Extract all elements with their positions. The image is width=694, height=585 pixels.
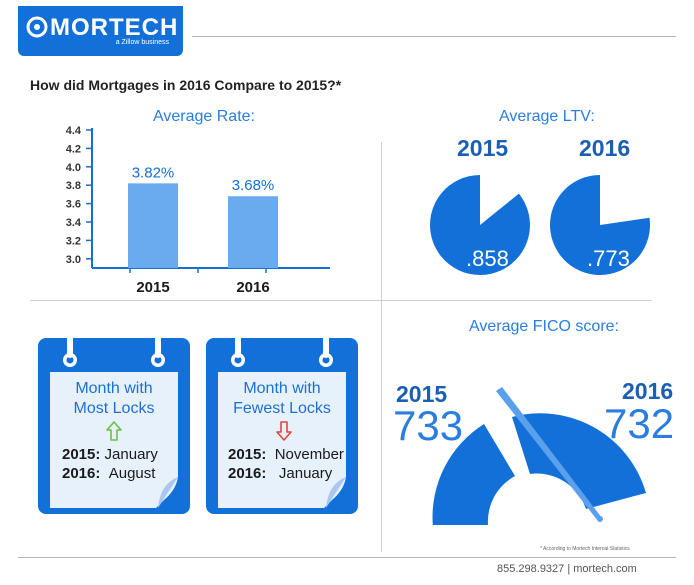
gauge-needle: [496, 387, 602, 521]
up-arrow-icon: [106, 421, 122, 441]
y-tick-label: 4.0: [66, 162, 81, 174]
horizontal-divider: [30, 300, 652, 301]
y-tick-label: 4.4: [66, 125, 82, 137]
cal2-title-line2: Fewest Locks: [233, 400, 331, 417]
calendar-ring-right-icon: [319, 324, 333, 367]
footer-contact: 855.298.9327 | mortech.com: [497, 563, 637, 575]
fico-value-2016: 732: [604, 400, 675, 447]
cal1-row1: 2015: January: [62, 446, 158, 463]
cal1-title-line2: Most Locks: [73, 400, 155, 417]
rate-chart-title: Average Rate:: [153, 108, 255, 125]
x-category-label: 2015: [136, 279, 169, 296]
mortech-logo: MORTECH a Zillow business: [18, 6, 183, 56]
fico-title: Average FICO score:: [469, 318, 619, 335]
gauge-left-segment: [432, 424, 515, 525]
ltv-year-2015: 2015: [457, 135, 509, 161]
y-tick-label: 3.6: [66, 199, 81, 211]
bar-value-label: 3.68%: [232, 177, 275, 194]
bar-value-label: 3.82%: [132, 164, 175, 181]
ltv-pie-charts: [429, 175, 651, 275]
vertical-divider: [381, 142, 382, 552]
header-rule: [192, 36, 676, 37]
cal1-row2: 2016: August: [62, 465, 156, 482]
y-tick-label: 3.0: [66, 254, 81, 266]
ltv-value-2016: .773: [587, 246, 630, 271]
ltv-pie-2015: [429, 175, 530, 275]
logo-tagline: a Zillow business: [115, 39, 169, 46]
footnote: * According to Mortech Internal Statisti…: [540, 546, 630, 552]
page-headline: How did Mortgages in 2016 Compare to 201…: [30, 77, 342, 93]
cal2-row2: 2016: January: [228, 465, 333, 482]
fico-value-2015: 733: [393, 402, 464, 449]
calendar-ring-right-icon: [151, 324, 165, 367]
y-tick-label: 3.4: [66, 217, 82, 229]
cal1-title-line1: Month with: [75, 380, 153, 397]
calendar-fewest-locks: [206, 324, 358, 514]
fico-gauge: [432, 387, 646, 525]
logo-wordmark: MORTECH: [50, 14, 179, 41]
ltv-title: Average LTV:: [499, 108, 595, 125]
ltv-year-2016: 2016: [579, 135, 631, 161]
x-category-label: 2016: [236, 279, 269, 296]
logo-mark-icon: [26, 16, 48, 38]
y-tick-label: 4.2: [66, 143, 81, 155]
calendar-ring-left-icon: [231, 324, 245, 367]
gauge-right-segment: [512, 413, 646, 509]
bar-2015: [128, 183, 178, 268]
fico-year-2016: 2016: [622, 378, 674, 404]
cal2-title-line1: Month with: [243, 380, 321, 397]
calendar-most-locks: [38, 324, 190, 514]
bar-2016: [228, 196, 278, 268]
cal2-row1: 2015: November: [228, 446, 344, 463]
y-tick-label: 3.2: [66, 235, 81, 247]
ltv-value-2015: .858: [466, 246, 509, 271]
fico-year-2015: 2015: [396, 381, 448, 407]
y-tick-label: 3.8: [66, 180, 81, 192]
down-arrow-icon: [276, 421, 292, 441]
footer-rule: [18, 557, 676, 558]
rate-bar-chart: 4.4 4.2 4.0 3.8 3.6 3.4 3.2 3.0 3.82% 2015 3.68% 20…: [66, 125, 330, 296]
calendar-ring-left-icon: [63, 324, 77, 367]
ltv-pie-2016: [550, 175, 651, 275]
